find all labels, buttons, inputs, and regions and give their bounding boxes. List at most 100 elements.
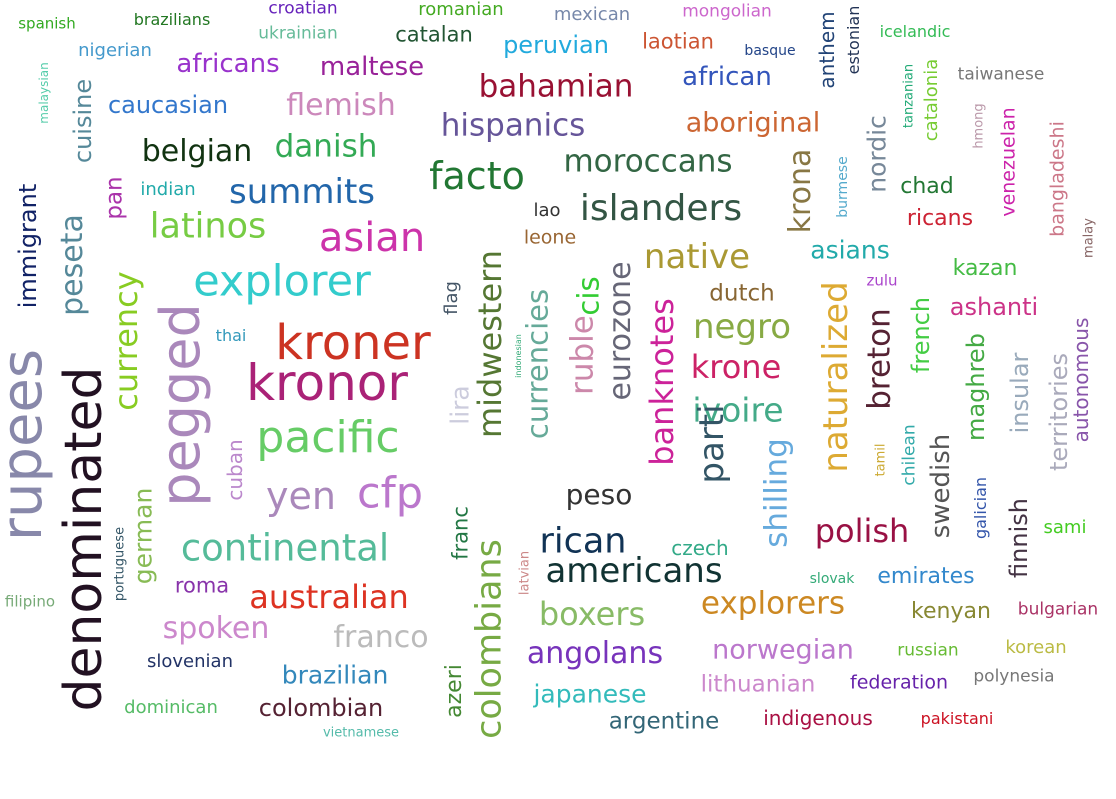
word-caucasian: caucasian: [107, 91, 229, 119]
word-emirates: emirates: [877, 564, 975, 589]
word-polynesia: polynesia: [973, 666, 1055, 687]
word-africans: africans: [176, 49, 280, 79]
word-filipino: filipino: [4, 592, 56, 611]
word-hmong: hmong: [971, 103, 987, 149]
word-flemish: flemish: [286, 88, 396, 123]
word-territories: territories: [1045, 352, 1073, 472]
word-spoken: spoken: [162, 611, 270, 646]
word-estonian: estonian: [844, 5, 863, 75]
word-colombians: colombians: [469, 539, 510, 739]
word-galician: galician: [971, 476, 990, 540]
word-bangladeshi: bangladeshi: [1046, 121, 1069, 237]
word-brazilian: brazilian: [281, 660, 389, 690]
word-midwestern: midwestern: [471, 249, 509, 439]
word-icelandic: icelandic: [879, 22, 951, 41]
word-eurozone: eurozone: [603, 261, 638, 401]
word-sami: sami: [1043, 517, 1087, 538]
word-continental: continental: [180, 526, 390, 570]
word-asian: asian: [318, 215, 426, 261]
word-ricans: ricans: [906, 206, 974, 231]
word-krona: krona: [783, 148, 818, 234]
word-aboriginal: aboriginal: [685, 107, 821, 139]
word-latvian: latvian: [517, 550, 533, 596]
word-danish: danish: [274, 128, 378, 165]
word-latinos: latinos: [149, 206, 267, 247]
word-currency: currency: [107, 271, 145, 411]
word-indian: indian: [140, 179, 196, 200]
word-catalan: catalan: [395, 22, 473, 47]
word-nordic: nordic: [862, 115, 892, 193]
word-summits: summits: [229, 172, 375, 212]
word-currencies: currencies: [520, 288, 555, 440]
word-portuguese: portuguese: [112, 526, 128, 602]
word-cfp: cfp: [356, 468, 424, 519]
word-cuisine: cuisine: [69, 78, 97, 164]
word-spanish: spanish: [18, 14, 76, 33]
word-lao: lao: [533, 200, 561, 221]
word-tamil: tamil: [873, 443, 889, 477]
word-croatian: croatian: [268, 0, 338, 19]
word-polish: polish: [814, 512, 910, 550]
word-dominican: dominican: [124, 697, 218, 718]
word-anthem: anthem: [815, 11, 839, 89]
word-bahamian: bahamian: [478, 68, 634, 105]
word-chilean: chilean: [899, 424, 920, 486]
word-dutch: dutch: [709, 280, 775, 307]
word-shilling: shilling: [758, 438, 795, 548]
word-peruvian: peruvian: [503, 31, 609, 59]
word-laotian: laotian: [642, 29, 714, 54]
word-mongolian: mongolian: [682, 1, 772, 22]
word-german: german: [128, 487, 158, 585]
word-breton: breton: [861, 308, 898, 410]
word-chad: chad: [900, 174, 954, 199]
word-malaysian: malaysian: [37, 62, 51, 124]
word-negro: negro: [692, 307, 792, 347]
word-ukrainian: ukrainian: [258, 23, 338, 44]
word-ivoire: ivoire: [692, 390, 784, 430]
word-basque: basque: [744, 43, 796, 59]
word-insular: insular: [1006, 352, 1034, 434]
word-roma: roma: [174, 573, 230, 598]
word-yen: yen: [266, 474, 336, 518]
word-cuban: cuban: [223, 439, 247, 501]
word-angolans: angolans: [526, 636, 664, 671]
word-boxers: boxers: [538, 595, 646, 633]
word-french: french: [907, 296, 935, 374]
word-maghreb: maghreb: [962, 333, 990, 441]
word-african: african: [682, 62, 772, 92]
word-rupees: rupees: [0, 348, 55, 542]
word-pan: pan: [101, 176, 128, 220]
word-flag: flag: [441, 281, 462, 315]
word-colombian: colombian: [258, 694, 384, 722]
word-kronor: kronor: [246, 354, 408, 412]
word-pegged: pegged: [149, 303, 212, 507]
word-burmese: burmese: [835, 156, 851, 218]
word-tanzanian: tanzanian: [901, 63, 917, 129]
word-argentine: argentine: [608, 708, 720, 735]
word-lithuanian: lithuanian: [700, 671, 816, 698]
word-franco: franco: [333, 620, 429, 655]
word-cis: cis: [571, 276, 606, 316]
word-kenyan: kenyan: [911, 599, 991, 624]
word-norwegian: norwegian: [712, 634, 854, 666]
word-mexican: mexican: [553, 4, 631, 25]
word-asians: asians: [810, 235, 890, 265]
word-pacific: pacific: [256, 412, 400, 463]
word-bulgarian: bulgarian: [1017, 599, 1099, 620]
word-franc: franc: [448, 506, 473, 560]
word-slovenian: slovenian: [147, 651, 233, 672]
word-catalonia: catalonia: [921, 58, 942, 142]
word-nigerian: nigerian: [78, 40, 152, 61]
word-kroner: kroner: [275, 315, 431, 371]
word-facto: facto: [429, 154, 525, 198]
word-rican: rican: [539, 521, 627, 562]
word-islanders: islanders: [579, 188, 743, 229]
word-peseta: peseta: [55, 214, 90, 316]
word-pakistani: pakistani: [920, 709, 994, 728]
word-indonesian: indonesian: [514, 334, 523, 378]
word-australian: australian: [249, 578, 409, 616]
word-slovak: slovak: [809, 571, 855, 587]
word-explorers: explorers: [700, 585, 846, 622]
word-leone: leone: [523, 226, 577, 249]
